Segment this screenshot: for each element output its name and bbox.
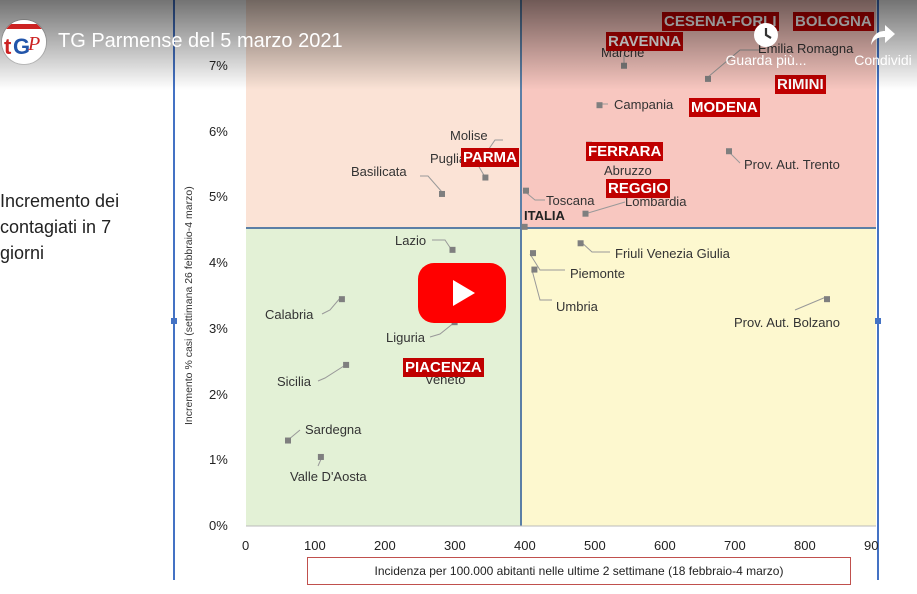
svg-text:G: G bbox=[13, 34, 30, 59]
leader-line bbox=[432, 239, 452, 250]
y-tick-label: 6% bbox=[209, 123, 228, 139]
point-label: ITALIA bbox=[524, 208, 565, 223]
y-tick-label: 1% bbox=[209, 452, 228, 468]
data-point bbox=[824, 296, 830, 303]
data-point bbox=[726, 148, 732, 155]
point-label: Piemonte bbox=[570, 266, 625, 281]
leader-line bbox=[317, 363, 348, 382]
leader-line bbox=[531, 269, 552, 301]
y-tick-label: 0% bbox=[209, 518, 228, 533]
svg-text:P: P bbox=[27, 33, 40, 55]
watch-more-button[interactable]: Guarda più... bbox=[716, 22, 816, 68]
video-title[interactable]: TG Parmense del 5 marzo 2021 bbox=[58, 30, 343, 52]
data-point bbox=[577, 240, 584, 247]
x-tick-label: 200 bbox=[374, 538, 396, 553]
point-label: Liguria bbox=[386, 330, 426, 345]
leader-line bbox=[420, 175, 443, 193]
x-tick-label: 400 bbox=[514, 538, 536, 553]
clock-icon bbox=[754, 23, 778, 47]
share-button[interactable]: Condividi bbox=[838, 22, 917, 68]
highlight-label: PIACENZA bbox=[403, 358, 484, 377]
data-point bbox=[621, 62, 627, 69]
point-label: Calabria bbox=[265, 307, 314, 322]
point-label: Prov. Aut. Trento bbox=[744, 157, 840, 172]
y-tick-label: 3% bbox=[209, 320, 228, 336]
handle-right bbox=[875, 318, 881, 324]
data-point bbox=[582, 210, 589, 217]
leader-line bbox=[429, 321, 456, 338]
x-tick-label: 90 bbox=[864, 538, 879, 553]
y-tick-label: 5% bbox=[209, 189, 228, 205]
point-label: Umbria bbox=[556, 299, 598, 314]
highlight-label: MODENA bbox=[689, 98, 760, 117]
data-point bbox=[521, 223, 528, 230]
y-axis-label: Incremento % casi (settimana 26 febbraio… bbox=[183, 186, 195, 425]
leader-line bbox=[529, 253, 565, 271]
point-label: Abruzzo bbox=[604, 163, 652, 178]
point-label: Sicilia bbox=[277, 374, 311, 389]
data-point bbox=[596, 102, 603, 109]
data-point bbox=[482, 174, 489, 181]
data-point bbox=[343, 361, 350, 368]
highlight-label: REGGIO bbox=[606, 179, 671, 198]
slide-text: Incremento dei contagiati in 7 giorni bbox=[0, 188, 119, 266]
data-point bbox=[317, 453, 324, 460]
share-arrow-icon bbox=[871, 25, 895, 45]
data-point bbox=[338, 296, 345, 303]
x-tick-label: 0 bbox=[242, 538, 250, 553]
highlight-label: PARMA bbox=[461, 148, 519, 167]
x-tick-label: 700 bbox=[724, 538, 746, 553]
data-point bbox=[439, 190, 445, 197]
x-axis-label: Incidenza per 100.000 abitanti nelle ult… bbox=[307, 557, 851, 585]
data-point bbox=[523, 187, 529, 194]
highlight-label: FERRARA bbox=[586, 142, 664, 161]
play-icon bbox=[418, 263, 506, 323]
data-point bbox=[530, 250, 536, 257]
highlight-label: RIMINI bbox=[775, 75, 826, 94]
share-label: Condividi bbox=[854, 52, 912, 68]
point-label: Lazio bbox=[395, 233, 427, 248]
x-tick-label: 600 bbox=[654, 538, 676, 553]
channel-logo-icon: t G P bbox=[2, 20, 46, 64]
x-tick-label: 300 bbox=[444, 538, 466, 553]
watch-more-label: Guarda più... bbox=[725, 52, 807, 68]
data-point bbox=[449, 246, 456, 253]
y-tick-label: 7% bbox=[209, 57, 228, 73]
point-label: Molise bbox=[450, 128, 488, 143]
point-label: Prov. Aut. Bolzano bbox=[734, 315, 840, 330]
y-tick-label: 4% bbox=[209, 255, 228, 270]
point-label: Sardegna bbox=[305, 422, 362, 437]
data-point bbox=[705, 75, 711, 82]
data-point bbox=[285, 437, 291, 444]
point-label: Puglia bbox=[430, 151, 467, 166]
quadrant-bottom-right bbox=[521, 228, 876, 526]
x-tick-label: 100 bbox=[304, 538, 326, 553]
play-button[interactable] bbox=[418, 263, 506, 323]
x-tick-label: 800 bbox=[794, 538, 816, 553]
slide-left-panel: Incremento dei contagiati in 7 giorni bbox=[0, 0, 172, 594]
slide-text-line: Incremento dei bbox=[0, 191, 120, 211]
leader-line bbox=[579, 240, 610, 253]
handle-left bbox=[171, 318, 177, 324]
data-point bbox=[531, 266, 538, 273]
point-label: Friuli Venezia Giulia bbox=[615, 246, 730, 261]
leader-line bbox=[321, 296, 342, 315]
point-label: Toscana bbox=[546, 193, 595, 208]
leader-line bbox=[587, 201, 626, 214]
svg-text:t: t bbox=[4, 34, 12, 59]
point-label: Valle D'Aosta bbox=[290, 469, 367, 484]
channel-avatar[interactable]: t G P bbox=[2, 20, 46, 64]
leader-line bbox=[794, 296, 827, 311]
slide-text-line: contagiati in 7 bbox=[0, 217, 112, 237]
point-label: Campania bbox=[614, 97, 674, 112]
highlight-label: RAVENNA bbox=[606, 32, 684, 51]
point-label: Basilicata bbox=[351, 164, 407, 179]
x-tick-label: 500 bbox=[584, 538, 606, 553]
y-tick-label: 2% bbox=[209, 386, 228, 402]
slide-text-line: giorni bbox=[0, 243, 45, 263]
